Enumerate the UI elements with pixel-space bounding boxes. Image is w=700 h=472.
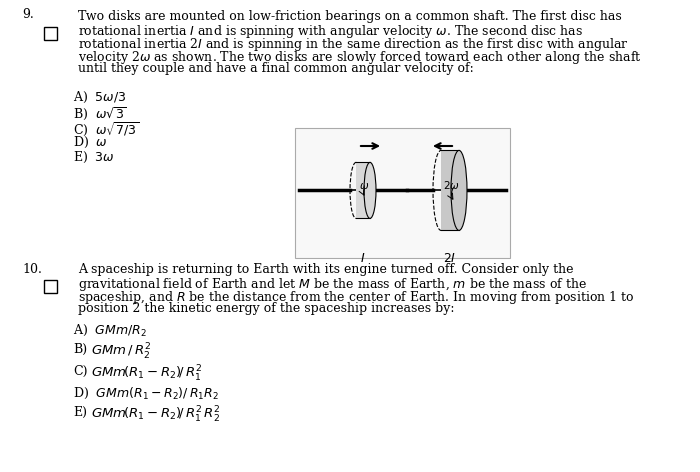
Bar [295,128,510,258]
Text: C): C) [73,365,88,378]
Text: D)  $\omega$: D) $\omega$ [73,135,108,150]
Text: gravitational field of Earth and let $M$ be the mass of Earth, $m$ be the mass o: gravitational field of Earth and let $M$… [78,276,587,293]
Bar [356,162,370,219]
Ellipse shape [451,151,467,230]
Text: A)  $GMm/R_2$: A) $GMm/R_2$ [73,323,147,338]
Text: C)  $\omega\sqrt{7/3}$: C) $\omega\sqrt{7/3}$ [73,120,139,138]
Text: rotational inertia $I$ and is spinning with angular velocity $\omega$. The secon: rotational inertia $I$ and is spinning w… [78,23,583,40]
Text: $\omega$: $\omega$ [359,181,369,192]
Text: rotational inertia 2$I$ and is spinning in the same direction as the first disc : rotational inertia 2$I$ and is spinning … [78,36,629,53]
Text: A spaceship is returning to Earth with its engine turned off. Consider only the: A spaceship is returning to Earth with i… [78,263,573,276]
Text: E)  $3\omega$: E) $3\omega$ [73,150,115,165]
Text: A)  $5\omega/3$: A) $5\omega/3$ [73,90,127,105]
Text: Two disks are mounted on low-friction bearings on a common shaft. The first disc: Two disks are mounted on low-friction be… [78,10,622,23]
Text: $I$: $I$ [360,252,365,265]
Text: E): E) [73,406,87,419]
Text: spaceship, and $R$ be the distance from the center of Earth. In moving from posi: spaceship, and $R$ be the distance from … [78,289,635,306]
Text: D)  $GMm(R_1-R_2)/\,R_1 R_2$: D) $GMm(R_1-R_2)/\,R_1 R_2$ [73,386,219,401]
Text: B): B) [73,343,87,356]
Text: $2\omega$: $2\omega$ [442,179,459,192]
Ellipse shape [364,162,376,219]
Text: position 2 the kinetic energy of the spaceship increases by:: position 2 the kinetic energy of the spa… [78,302,454,315]
Text: $2I$: $2I$ [443,252,456,265]
Text: until they couple and have a final common angular velocity of:: until they couple and have a final commo… [78,62,474,75]
Text: B)  $\omega\sqrt{3}$: B) $\omega\sqrt{3}$ [73,105,127,122]
Bar [44,280,57,293]
Bar [441,151,459,230]
Text: 10.: 10. [22,263,42,276]
Text: $GMm\!\left(R_1-R_2\right)\!/\,R_1^2\,R_2^2$: $GMm\!\left(R_1-R_2\right)\!/\,R_1^2\,R_… [91,405,221,425]
Text: $GMm\!\left(R_1-R_2\right)\!/\,R_1^2$: $GMm\!\left(R_1-R_2\right)\!/\,R_1^2$ [91,364,202,384]
Text: $GMm\,/\,R_2^2$: $GMm\,/\,R_2^2$ [91,342,151,362]
Text: velocity 2$\omega$ as shown. The two disks are slowly forced toward each other a: velocity 2$\omega$ as shown. The two dis… [78,49,642,66]
Text: 9.: 9. [22,8,34,21]
Bar [44,27,57,40]
